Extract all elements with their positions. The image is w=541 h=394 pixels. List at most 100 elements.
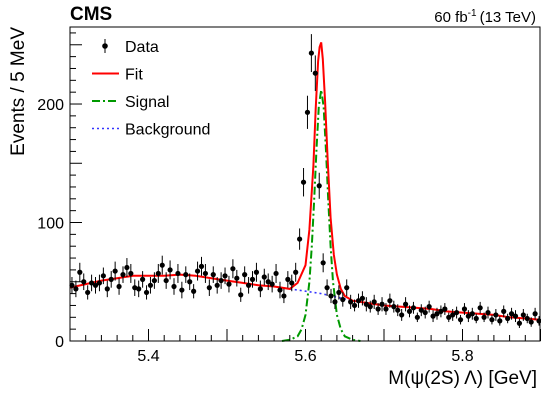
data-marker — [132, 285, 138, 291]
data-point — [242, 266, 248, 283]
data-point — [308, 34, 314, 73]
data-point — [261, 268, 267, 286]
data-point — [477, 301, 483, 314]
data-point — [324, 279, 330, 296]
y-tick-label: 100 — [37, 216, 64, 233]
data-marker — [399, 312, 405, 318]
data-marker — [92, 282, 99, 288]
data-marker — [308, 50, 314, 56]
data-point — [69, 277, 75, 294]
data-point — [426, 300, 432, 313]
data-marker — [147, 282, 154, 288]
data-marker — [210, 272, 216, 278]
data-marker — [505, 315, 511, 322]
data-point — [485, 306, 491, 319]
data-point — [116, 278, 122, 295]
y-axis-title: Events / 5 MeV — [8, 27, 29, 156]
data-marker — [516, 320, 523, 326]
data-point — [446, 312, 452, 323]
data-point — [316, 172, 322, 199]
data-point — [73, 280, 79, 298]
data-marker — [214, 282, 220, 288]
data-marker — [140, 276, 146, 282]
data-marker — [269, 281, 275, 287]
data-marker — [163, 277, 169, 284]
data-point — [457, 314, 464, 325]
data-marker — [473, 315, 479, 322]
data-point — [406, 305, 413, 318]
legend-label: Data — [125, 39, 159, 56]
data-point — [147, 277, 154, 294]
data-point — [143, 285, 150, 300]
data-marker — [328, 293, 334, 299]
data-point — [418, 304, 424, 317]
data-marker — [136, 286, 142, 292]
axis-ticks — [69, 32, 541, 341]
data-marker — [257, 286, 263, 292]
data-point — [359, 291, 366, 306]
data-marker — [187, 279, 193, 285]
data-marker — [69, 282, 75, 288]
data-marker — [501, 308, 507, 314]
data-marker — [120, 272, 126, 278]
data-marker — [481, 314, 487, 320]
data-point — [230, 259, 236, 279]
data-point — [489, 314, 495, 325]
data-point — [194, 261, 201, 281]
data-point — [304, 95, 311, 129]
legend-entry-data: Data — [102, 39, 159, 56]
data-point — [524, 313, 530, 324]
data-marker — [520, 312, 526, 318]
data-point — [328, 288, 334, 304]
data-marker — [304, 109, 311, 115]
data-marker — [312, 70, 318, 76]
data-point — [497, 316, 503, 326]
data-marker — [383, 306, 389, 312]
data-marker — [245, 282, 252, 288]
data-point — [120, 266, 126, 283]
data-point — [214, 277, 220, 294]
data-point — [218, 272, 224, 289]
data-marker — [320, 260, 326, 266]
data-point — [422, 306, 428, 319]
data-marker — [422, 309, 428, 316]
data-marker — [124, 264, 130, 271]
data-marker — [104, 286, 110, 292]
data-marker — [379, 301, 385, 307]
data-point — [128, 263, 134, 283]
x-tick-label: 5.6 — [294, 348, 316, 365]
data-point — [351, 299, 358, 312]
data-marker — [249, 276, 256, 282]
data-marker — [230, 266, 236, 272]
data-point — [96, 274, 103, 292]
fit-curves — [69, 42, 541, 342]
data-marker — [442, 306, 448, 312]
data-marker — [363, 301, 369, 307]
y-tick-label: 200 — [37, 97, 64, 114]
data-point — [293, 262, 299, 282]
data-point — [222, 267, 228, 285]
data-marker — [202, 270, 209, 277]
data-point — [136, 280, 142, 298]
data-point — [285, 271, 291, 288]
data-point — [501, 305, 507, 318]
data-marker — [528, 319, 534, 325]
x-axis-title: M(ψ(2S) Λ) [GeV] — [388, 368, 537, 389]
data-marker — [143, 289, 150, 296]
data-marker — [238, 292, 244, 298]
data-point — [159, 255, 165, 275]
data-point — [438, 305, 444, 318]
data-marker — [191, 288, 197, 294]
data-marker — [391, 304, 397, 310]
data-marker — [477, 305, 483, 311]
luminosity-value: 60 fb — [434, 9, 467, 26]
data-point — [140, 271, 146, 288]
data-marker — [450, 312, 456, 318]
data-marker — [489, 317, 495, 323]
legend-label: Fit — [125, 67, 143, 84]
data-point — [198, 256, 205, 276]
data-marker — [171, 283, 177, 290]
data-marker — [226, 281, 232, 287]
data-marker — [375, 306, 381, 312]
